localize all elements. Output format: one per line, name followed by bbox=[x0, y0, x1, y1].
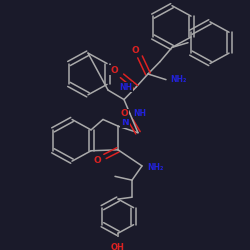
Text: O: O bbox=[131, 46, 139, 55]
Text: NH: NH bbox=[134, 109, 146, 118]
Text: NH₂: NH₂ bbox=[170, 75, 186, 84]
Text: OH: OH bbox=[111, 243, 125, 250]
Text: N: N bbox=[121, 118, 129, 127]
Text: O: O bbox=[110, 66, 118, 75]
Text: NH₂: NH₂ bbox=[147, 163, 163, 172]
Text: O: O bbox=[93, 156, 101, 165]
Text: O: O bbox=[120, 109, 128, 118]
Text: NH: NH bbox=[120, 83, 132, 92]
